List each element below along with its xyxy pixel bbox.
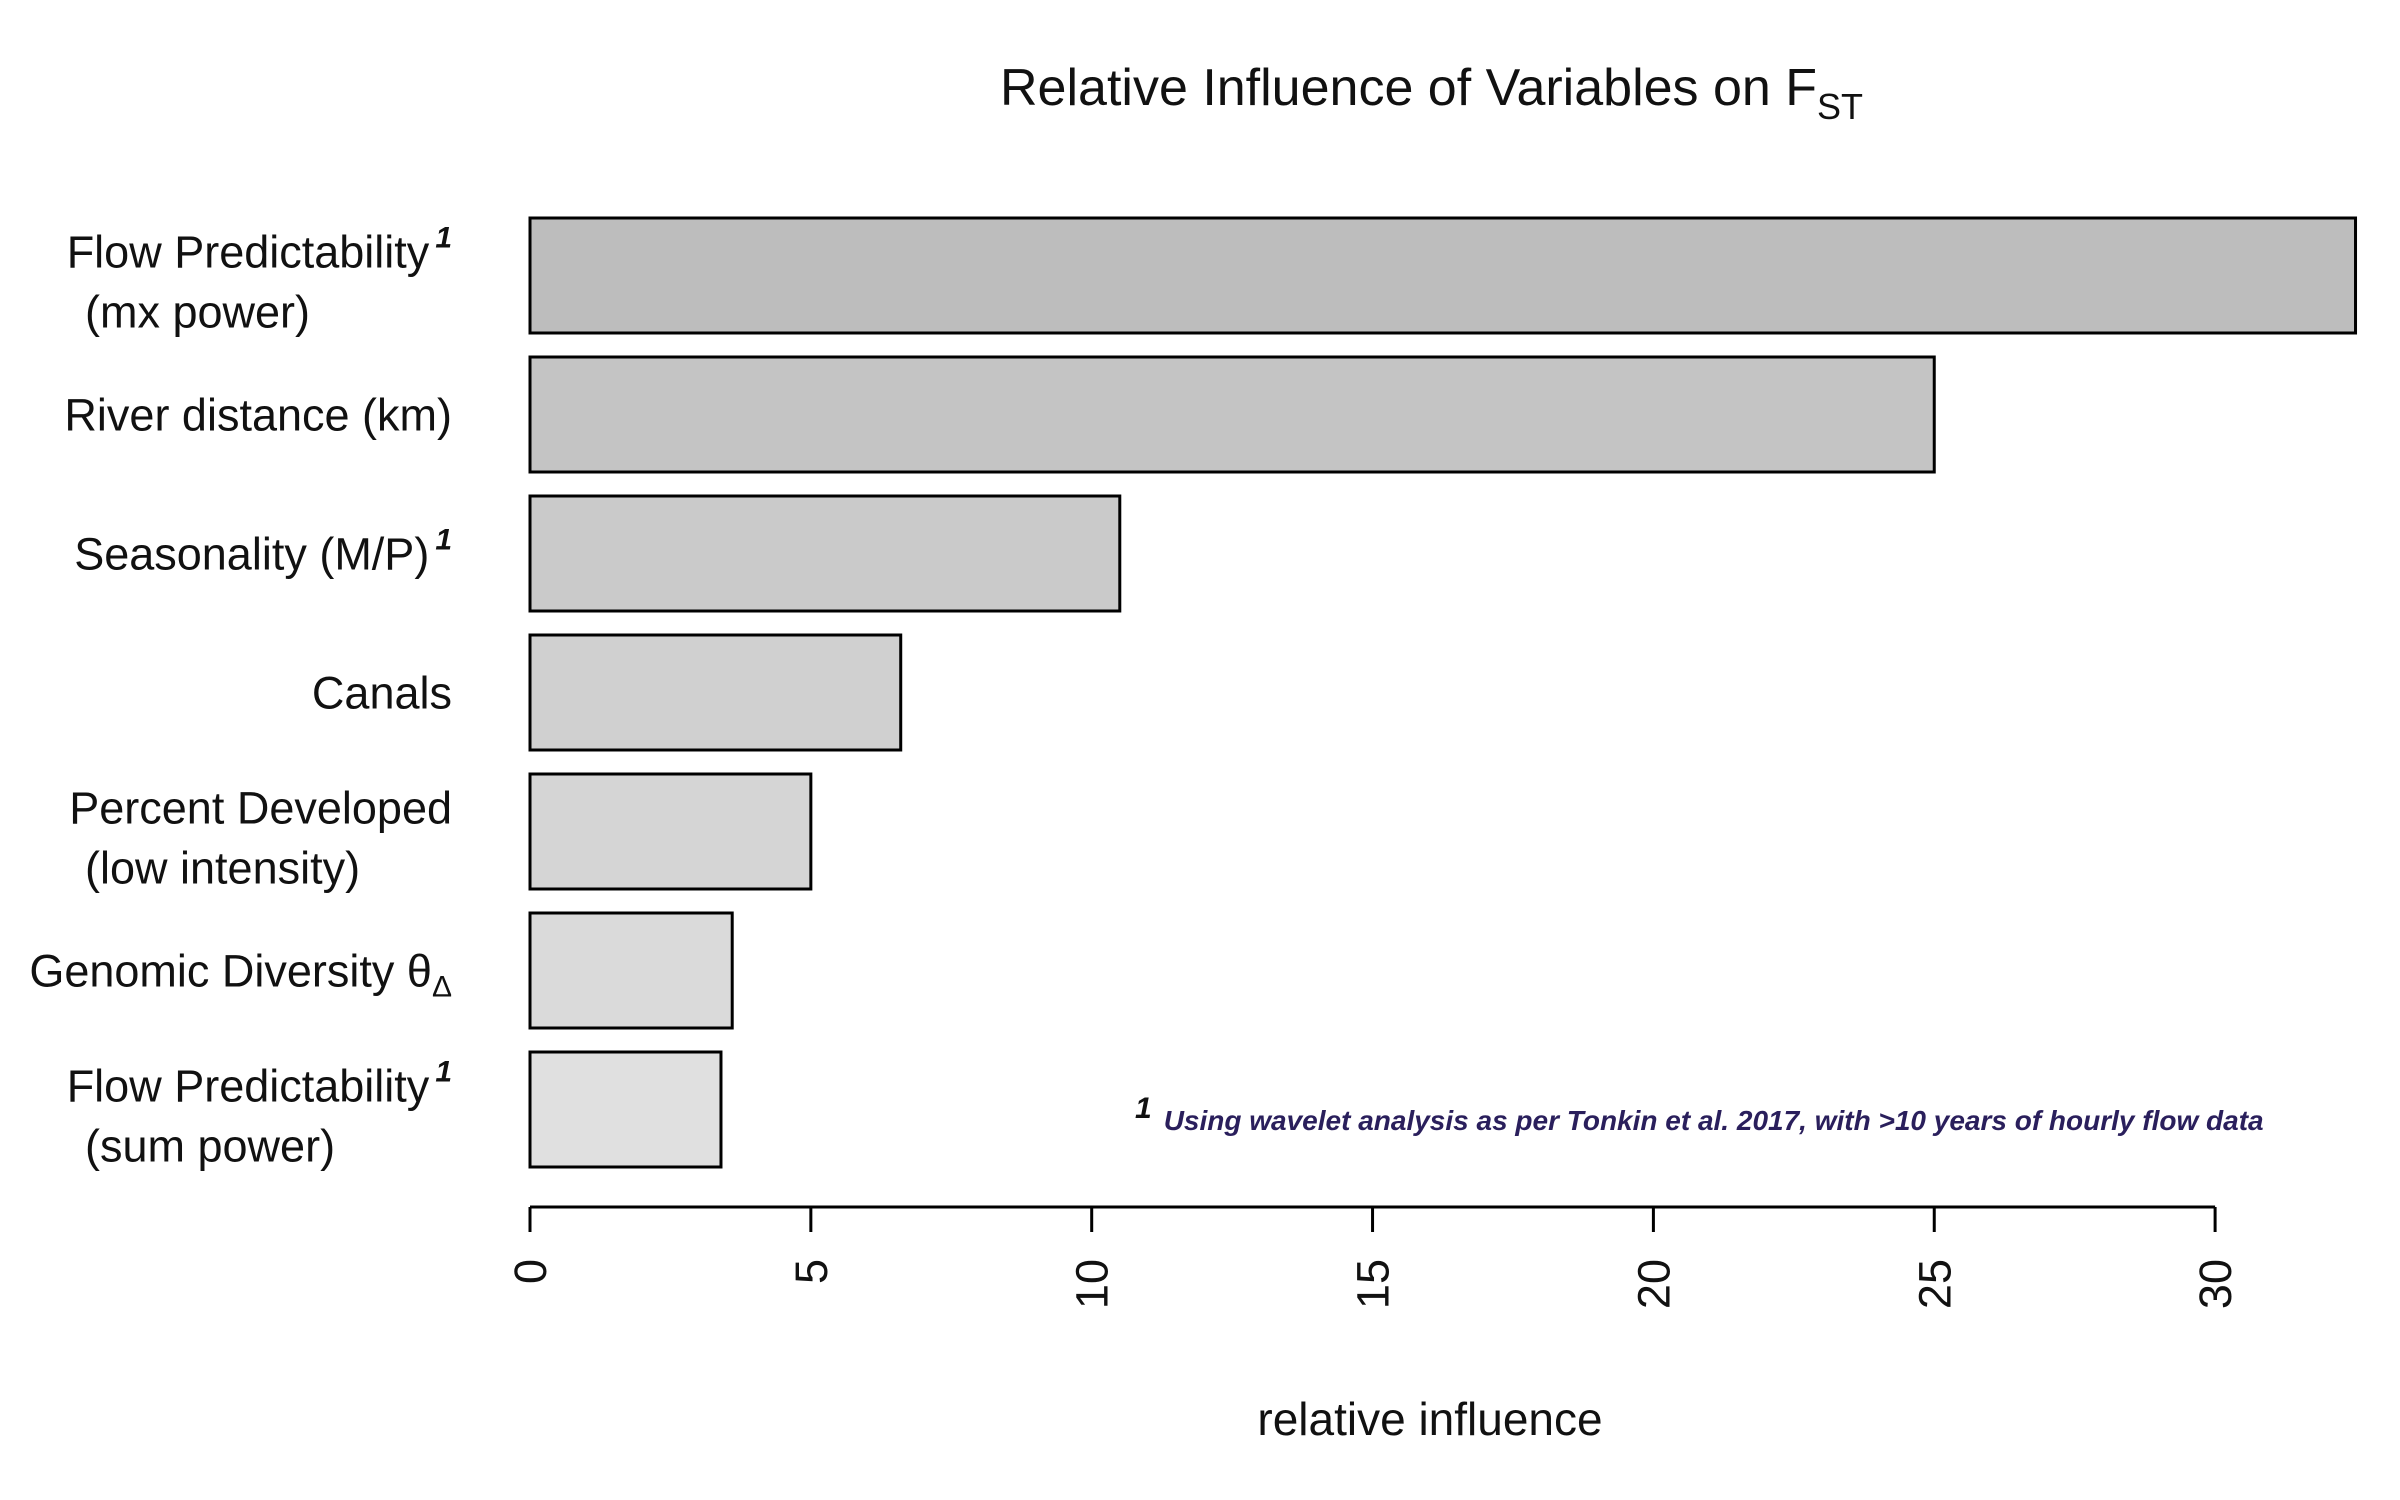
x-tick-label: 10 (1067, 1259, 1118, 1309)
category-label-5-line2: (low intensity) (85, 843, 360, 894)
bars-group (528, 216, 2358, 1169)
category-label-7-line2: (sum power) (85, 1121, 335, 1172)
x-axis-label: relative influence (1257, 1393, 1602, 1445)
category-label-1-line2: (mx power) (85, 287, 310, 338)
x-tick-label: 5 (786, 1259, 837, 1284)
category-label-text: Percent Developed (69, 783, 452, 834)
category-label-3: Seasonality (M/P) 1 (74, 524, 452, 580)
category-label-text: Seasonality (M/P) (74, 529, 429, 580)
category-label-superscript: 1 (435, 1056, 452, 1089)
x-tick-label: 0 (505, 1259, 556, 1284)
footnote: 1 Using wavelet analysis as per Tonkin et… (1135, 1092, 2264, 1136)
bar-5 (528, 772, 813, 891)
footnote-text: Using wavelet analysis as per Tonkin et … (1164, 1105, 2264, 1136)
category-label-subscript: Δ (432, 971, 452, 1004)
category-label-text: River distance (km) (64, 390, 452, 441)
bar-7 (528, 1050, 723, 1169)
category-label-text: Flow Predictability (67, 1061, 430, 1112)
x-tick-label: 20 (1628, 1259, 1679, 1309)
category-label-5: Percent Developed (69, 783, 452, 834)
bar-3 (528, 494, 1122, 613)
bar-2 (528, 355, 1936, 474)
bar-4 (528, 633, 903, 752)
bar-6 (528, 911, 734, 1030)
x-axis: 0 5 10 15 20 25 30 (505, 1205, 2241, 1309)
category-labels: Flow Predictability 1(mx power)River dist… (29, 222, 452, 1172)
category-label-2: River distance (km) (64, 390, 452, 441)
category-label-4: Canals (312, 668, 452, 719)
category-label-text: Flow Predictability (67, 227, 430, 278)
category-label-7: Flow Predictability 1 (67, 1056, 452, 1112)
category-label-superscript: 1 (435, 222, 452, 255)
x-ticks: 0 5 10 15 20 25 30 (505, 1207, 2241, 1309)
bar-1 (528, 216, 2358, 335)
chart-title-subscript: ST (1817, 86, 1863, 127)
category-label-text: Canals (312, 668, 452, 719)
x-tick-label: 15 (1348, 1259, 1399, 1309)
category-label-text: Genomic Diversity θ (29, 946, 432, 997)
category-label-1: Flow Predictability 1 (67, 222, 452, 278)
category-label-superscript: 1 (435, 524, 452, 557)
footnote-marker: 1 (1135, 1092, 1152, 1125)
chart-title-main: Relative Influence of Variables on F (1000, 59, 1817, 117)
chart-title: Relative Influence of Variables on FST (1000, 59, 1863, 127)
x-tick-label: 30 (2190, 1259, 2241, 1309)
category-label-6: Genomic Diversity θΔ (29, 946, 452, 1004)
x-tick-label: 25 (1909, 1259, 1960, 1309)
